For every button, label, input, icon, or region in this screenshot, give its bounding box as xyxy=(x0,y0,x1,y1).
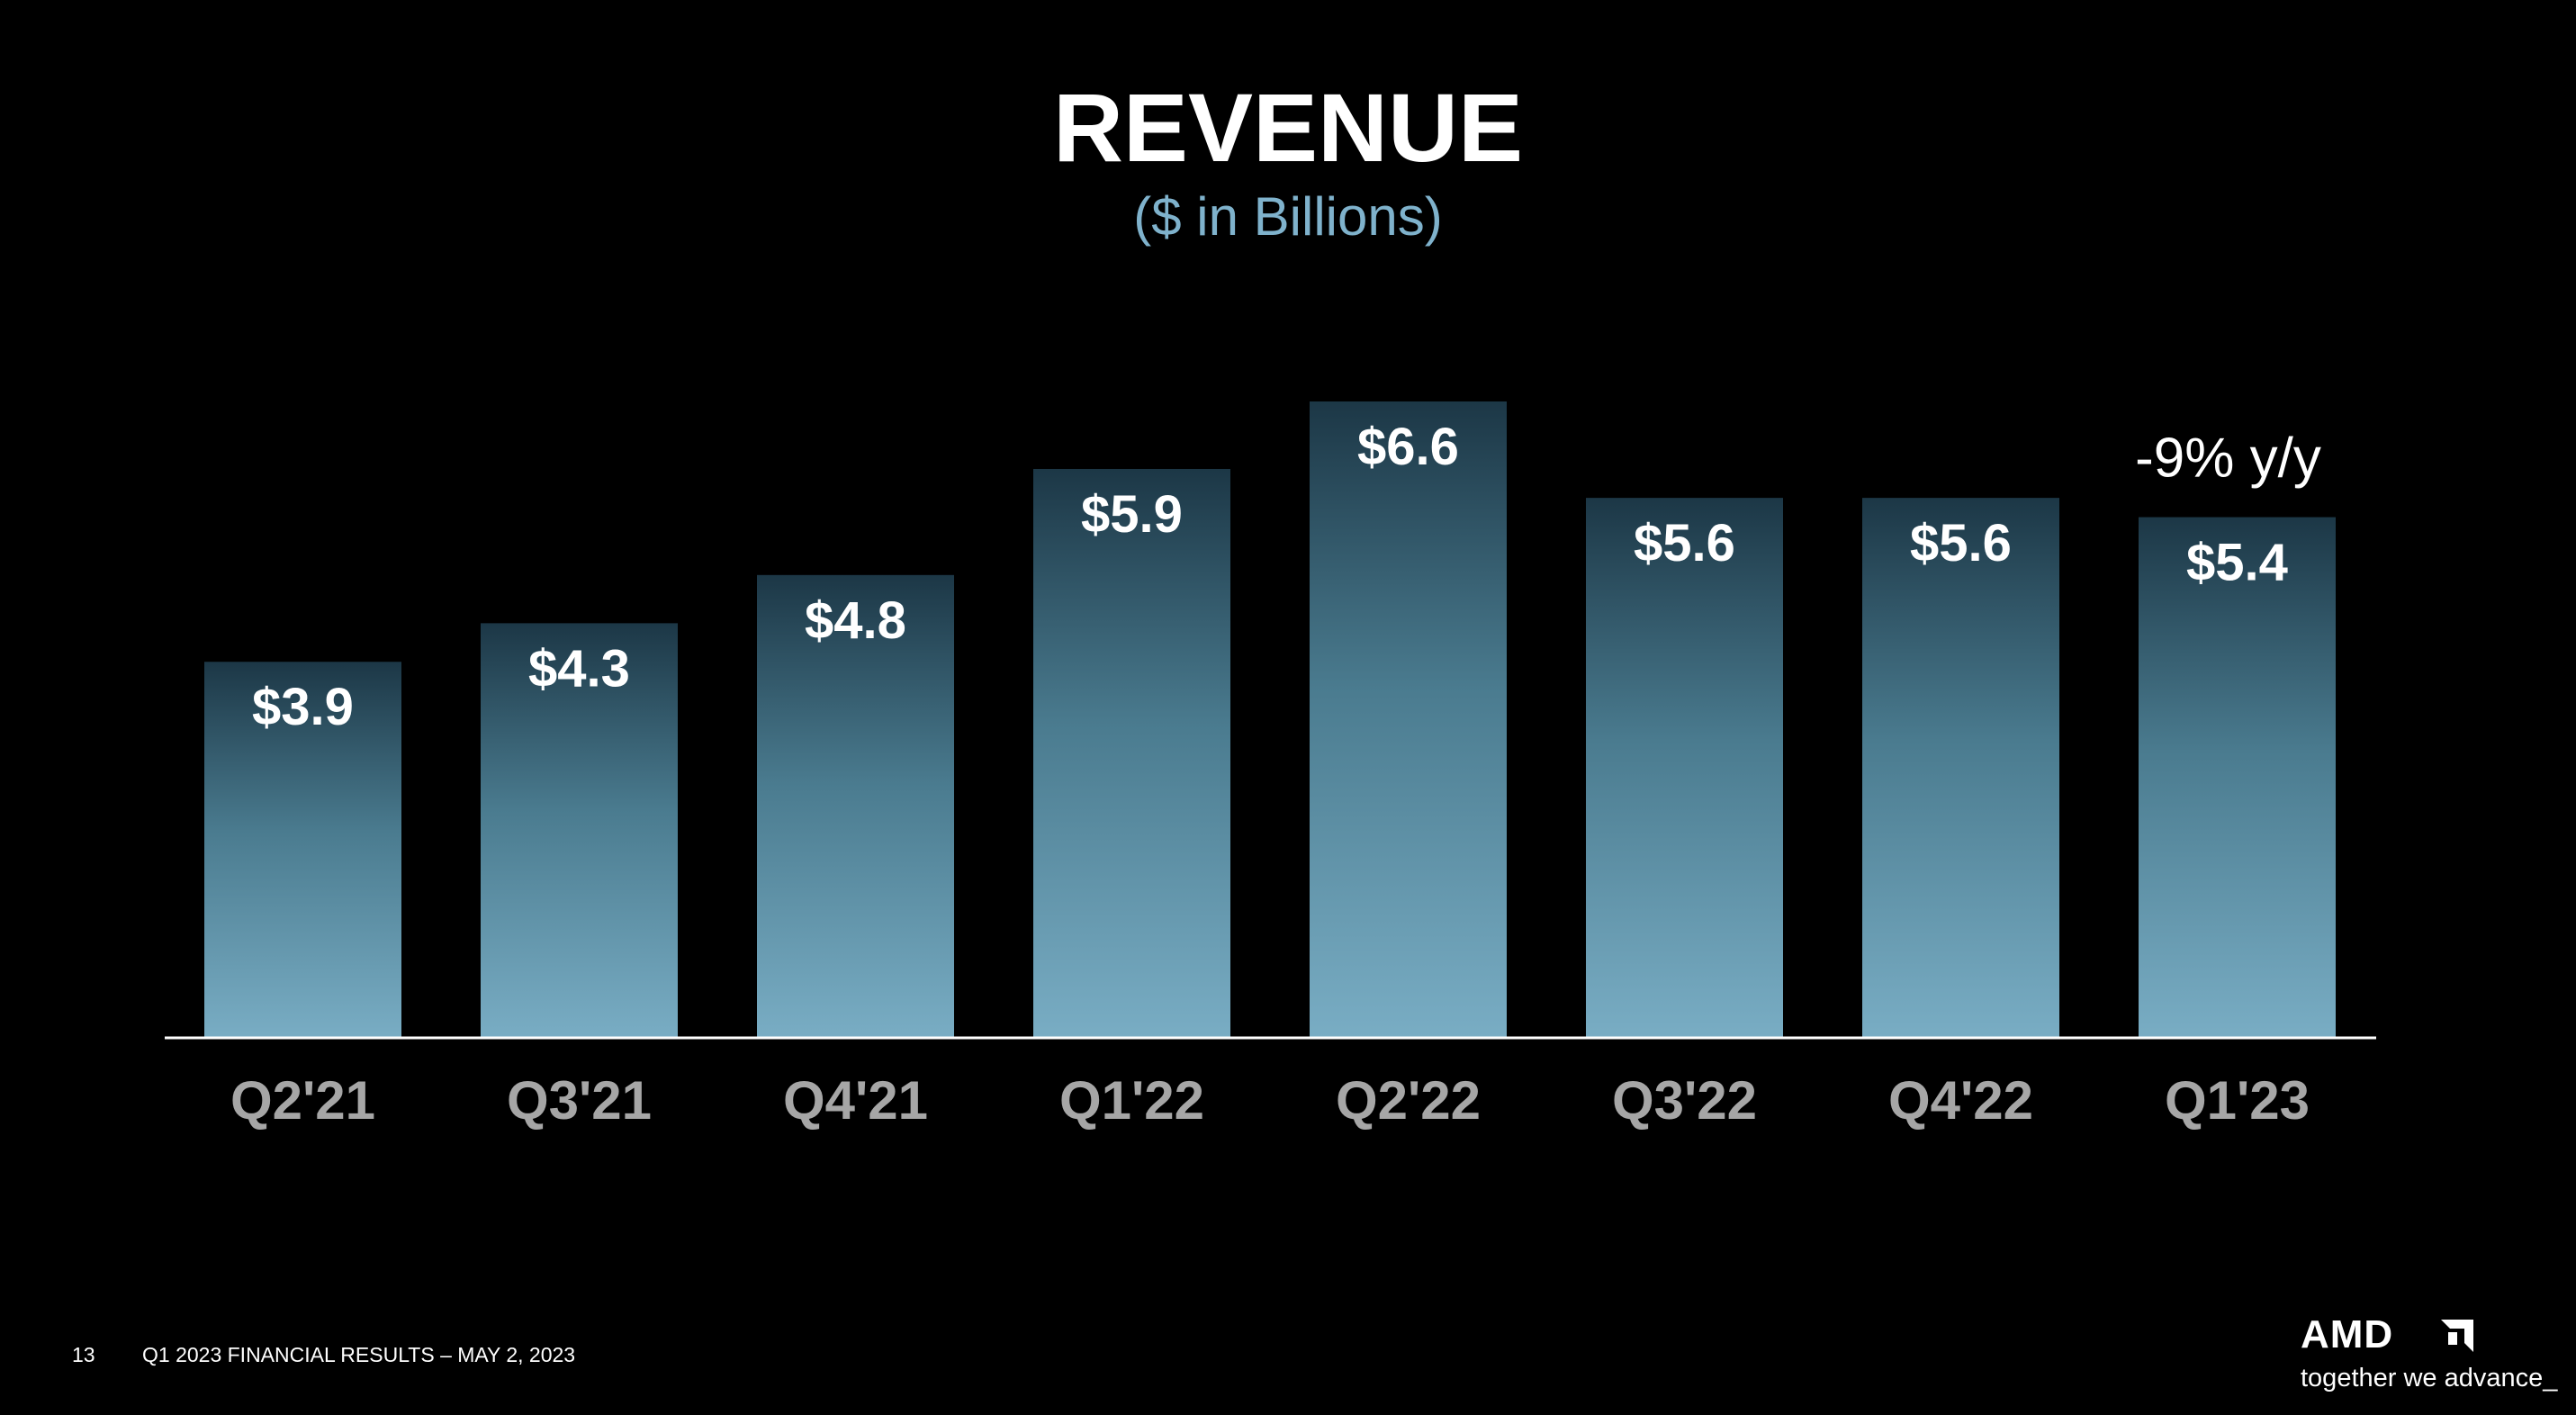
page-subtitle: ($ in Billions) xyxy=(1133,186,1443,247)
amd-wordmark: AMD xyxy=(2301,1312,2394,1356)
footer-text: Q1 2023 FINANCIAL RESULTS – MAY 2, 2023 xyxy=(142,1343,576,1366)
bar-Q2'21 xyxy=(204,662,401,1038)
bar-Q3'21 xyxy=(481,623,678,1038)
x-tick-label: Q4'21 xyxy=(783,1070,928,1131)
bar-Q1'23 xyxy=(2139,517,2336,1038)
bar-value-label: $4.8 xyxy=(805,591,906,650)
bar-Q3'22 xyxy=(1586,498,1783,1038)
bar-value-label: $4.3 xyxy=(528,639,630,698)
bar-value-label: $5.6 xyxy=(1634,514,1735,572)
bar-value-label: $6.6 xyxy=(1357,418,1459,476)
bar-Q4'21 xyxy=(757,574,954,1038)
bars-group xyxy=(204,401,2336,1038)
labels-group: $3.9 Q2'21 $4.3 Q3'21 $4.8 Q4'21 $5.9 Q1'22 $6.6… xyxy=(230,418,2321,1131)
bar-value-label: $5.6 xyxy=(1910,514,2012,572)
x-tick-label: Q2'21 xyxy=(230,1070,375,1131)
bar-Q4'22 xyxy=(1862,498,2059,1038)
x-tick-label: Q2'22 xyxy=(1336,1070,1481,1131)
bar-Q1'22 xyxy=(1033,468,1230,1038)
x-tick-label: Q3'21 xyxy=(507,1070,652,1131)
bar-value-label: $3.9 xyxy=(252,678,354,736)
x-tick-label: Q1'22 xyxy=(1059,1070,1204,1131)
x-tick-label: Q1'23 xyxy=(2165,1070,2310,1131)
page-number: 13 xyxy=(72,1343,95,1366)
x-tick-label: Q3'22 xyxy=(1612,1070,1757,1131)
bar-value-label: $5.4 xyxy=(2186,534,2288,592)
amd-logo: AMD together we advance_ xyxy=(2301,1312,2557,1402)
bar-Q2'22 xyxy=(1310,401,1507,1038)
brand-tagline: together we advance_ xyxy=(2301,1364,2558,1392)
yoy-annotation: -9% y/y xyxy=(2135,428,2321,490)
amd-arrow-icon xyxy=(2441,1320,2473,1352)
x-tick-label: Q4'22 xyxy=(1888,1070,2033,1131)
bar-value-label: $5.9 xyxy=(1081,485,1183,544)
page-title: REVENUE xyxy=(1052,73,1524,182)
